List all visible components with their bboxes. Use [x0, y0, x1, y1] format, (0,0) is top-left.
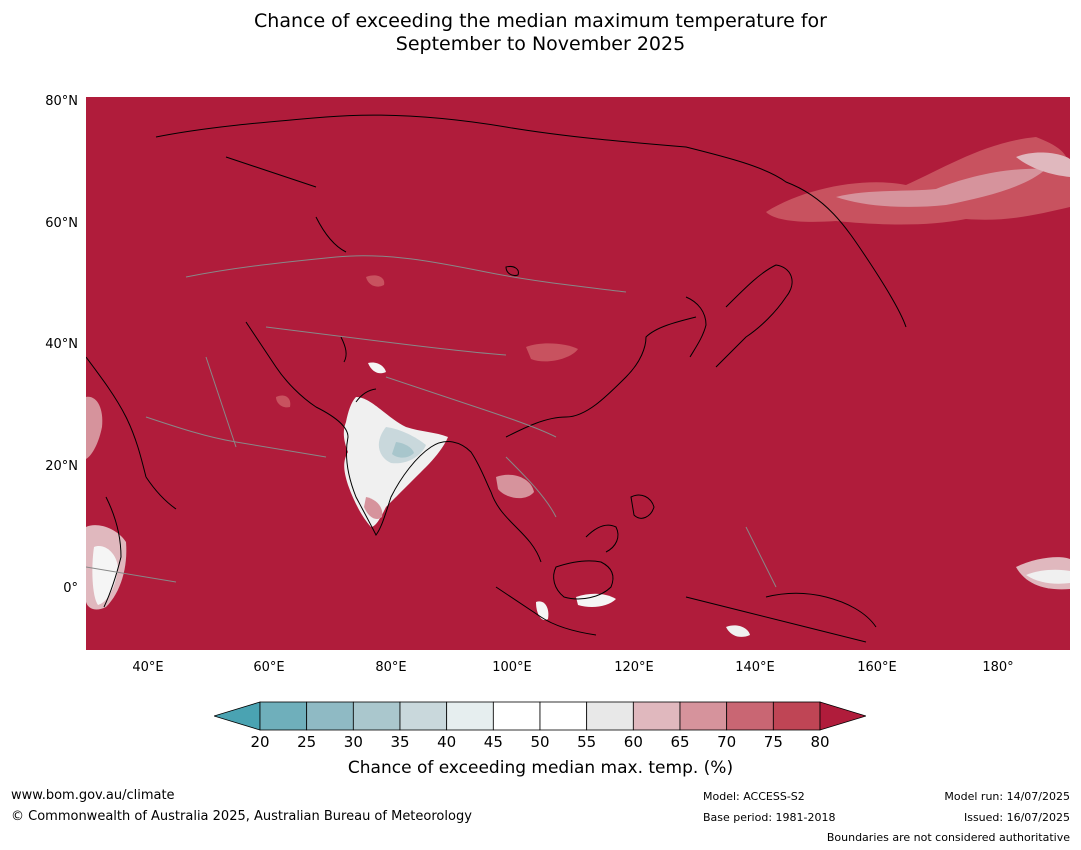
lon-label-80e: 80°E — [375, 660, 407, 675]
colorbar — [212, 700, 868, 732]
colorbar-segment — [539, 701, 588, 731]
indochina-patch — [496, 474, 534, 499]
footer-issued: Issued: 16/07/2025 — [963, 811, 1070, 824]
arabia-patch — [86, 396, 103, 459]
colorbar-tick-label: 45 — [483, 733, 503, 751]
colorbar-segment — [259, 701, 308, 731]
forecast-map — [86, 97, 1070, 650]
colorbar-segment — [492, 701, 541, 731]
footer-model: Model: ACCESS-S2 — [703, 790, 805, 803]
colorbar-tick-label: 40 — [437, 733, 457, 751]
colorbar-tick-label: 25 — [297, 733, 317, 751]
east-africa-near-median-patch — [86, 525, 127, 610]
footer-model-run: Model run: 14/07/2025 — [944, 790, 1070, 803]
footer-url: www.bom.gov.au/climate — [11, 788, 175, 803]
iran-patch — [276, 395, 291, 408]
colorbar-segment — [399, 701, 448, 731]
colorbar-segment — [679, 701, 728, 731]
colorbar-graphic — [212, 701, 868, 731]
india-near-median-region — [343, 362, 448, 527]
colorbar-tick-label: 30 — [343, 733, 363, 751]
colorbar-segment — [352, 701, 401, 731]
colorbar-tick-label: 60 — [623, 733, 643, 751]
map-canvas — [86, 97, 1070, 650]
colorbar-tick-label: 50 — [530, 733, 550, 751]
siberia-lower-chance-band — [766, 137, 1070, 225]
colorbar-segment — [632, 701, 681, 731]
colorbar-segment — [726, 701, 774, 731]
colorbar-tick-label: 70 — [717, 733, 737, 751]
lon-label-120e: 120°E — [614, 660, 654, 675]
colorbar-segment — [446, 701, 494, 731]
lat-label-80n: 80°N — [45, 94, 78, 109]
colorbar-segment — [772, 701, 821, 731]
chart-title: Chance of exceeding the median maximum t… — [0, 10, 1081, 56]
colorbar-tick-label: 20 — [250, 733, 270, 751]
colorbar-over-arrow — [819, 701, 868, 731]
lat-label-20n: 20°N — [45, 459, 78, 474]
coastlines — [86, 114, 907, 643]
footer-disclaimer: Boundaries are not considered authoritat… — [826, 831, 1070, 844]
colorbar-tick-label: 65 — [670, 733, 690, 751]
tibet-patch — [526, 343, 578, 362]
lon-label-140e: 140°E — [735, 660, 775, 675]
lat-label-0: 0° — [63, 581, 78, 596]
colorbar-tick-label: 75 — [763, 733, 783, 751]
colorbar-segment — [306, 701, 354, 731]
colorbar-tick-label: 80 — [810, 733, 830, 751]
pacific-patch-core — [1026, 569, 1070, 584]
lon-label-100e: 100°E — [492, 660, 532, 675]
lon-label-180: 180° — [982, 660, 1014, 675]
lon-label-60e: 60°E — [253, 660, 285, 675]
colorbar-tick-label: 35 — [390, 733, 410, 751]
lat-label-60n: 60°N — [45, 216, 78, 231]
central-asia-patch — [366, 275, 385, 287]
colorbar-label: Chance of exceeding median max. temp. (%… — [347, 758, 734, 778]
country-boundaries — [86, 255, 777, 588]
colorbar-tick-label: 55 — [577, 733, 597, 751]
title-line-2: September to November 2025 — [395, 33, 686, 55]
colorbar-segment — [586, 701, 634, 731]
title-line-1: Chance of exceeding the median maximum t… — [254, 10, 827, 32]
lat-label-40n: 40°N — [45, 337, 78, 352]
lon-label-160e: 160°E — [857, 660, 897, 675]
colorbar-under-arrow — [212, 701, 261, 731]
footer-base-period: Base period: 1981-2018 — [703, 811, 836, 824]
lon-label-40e: 40°E — [132, 660, 164, 675]
footer-copyright: © Commonwealth of Australia 2025, Austra… — [11, 809, 472, 824]
